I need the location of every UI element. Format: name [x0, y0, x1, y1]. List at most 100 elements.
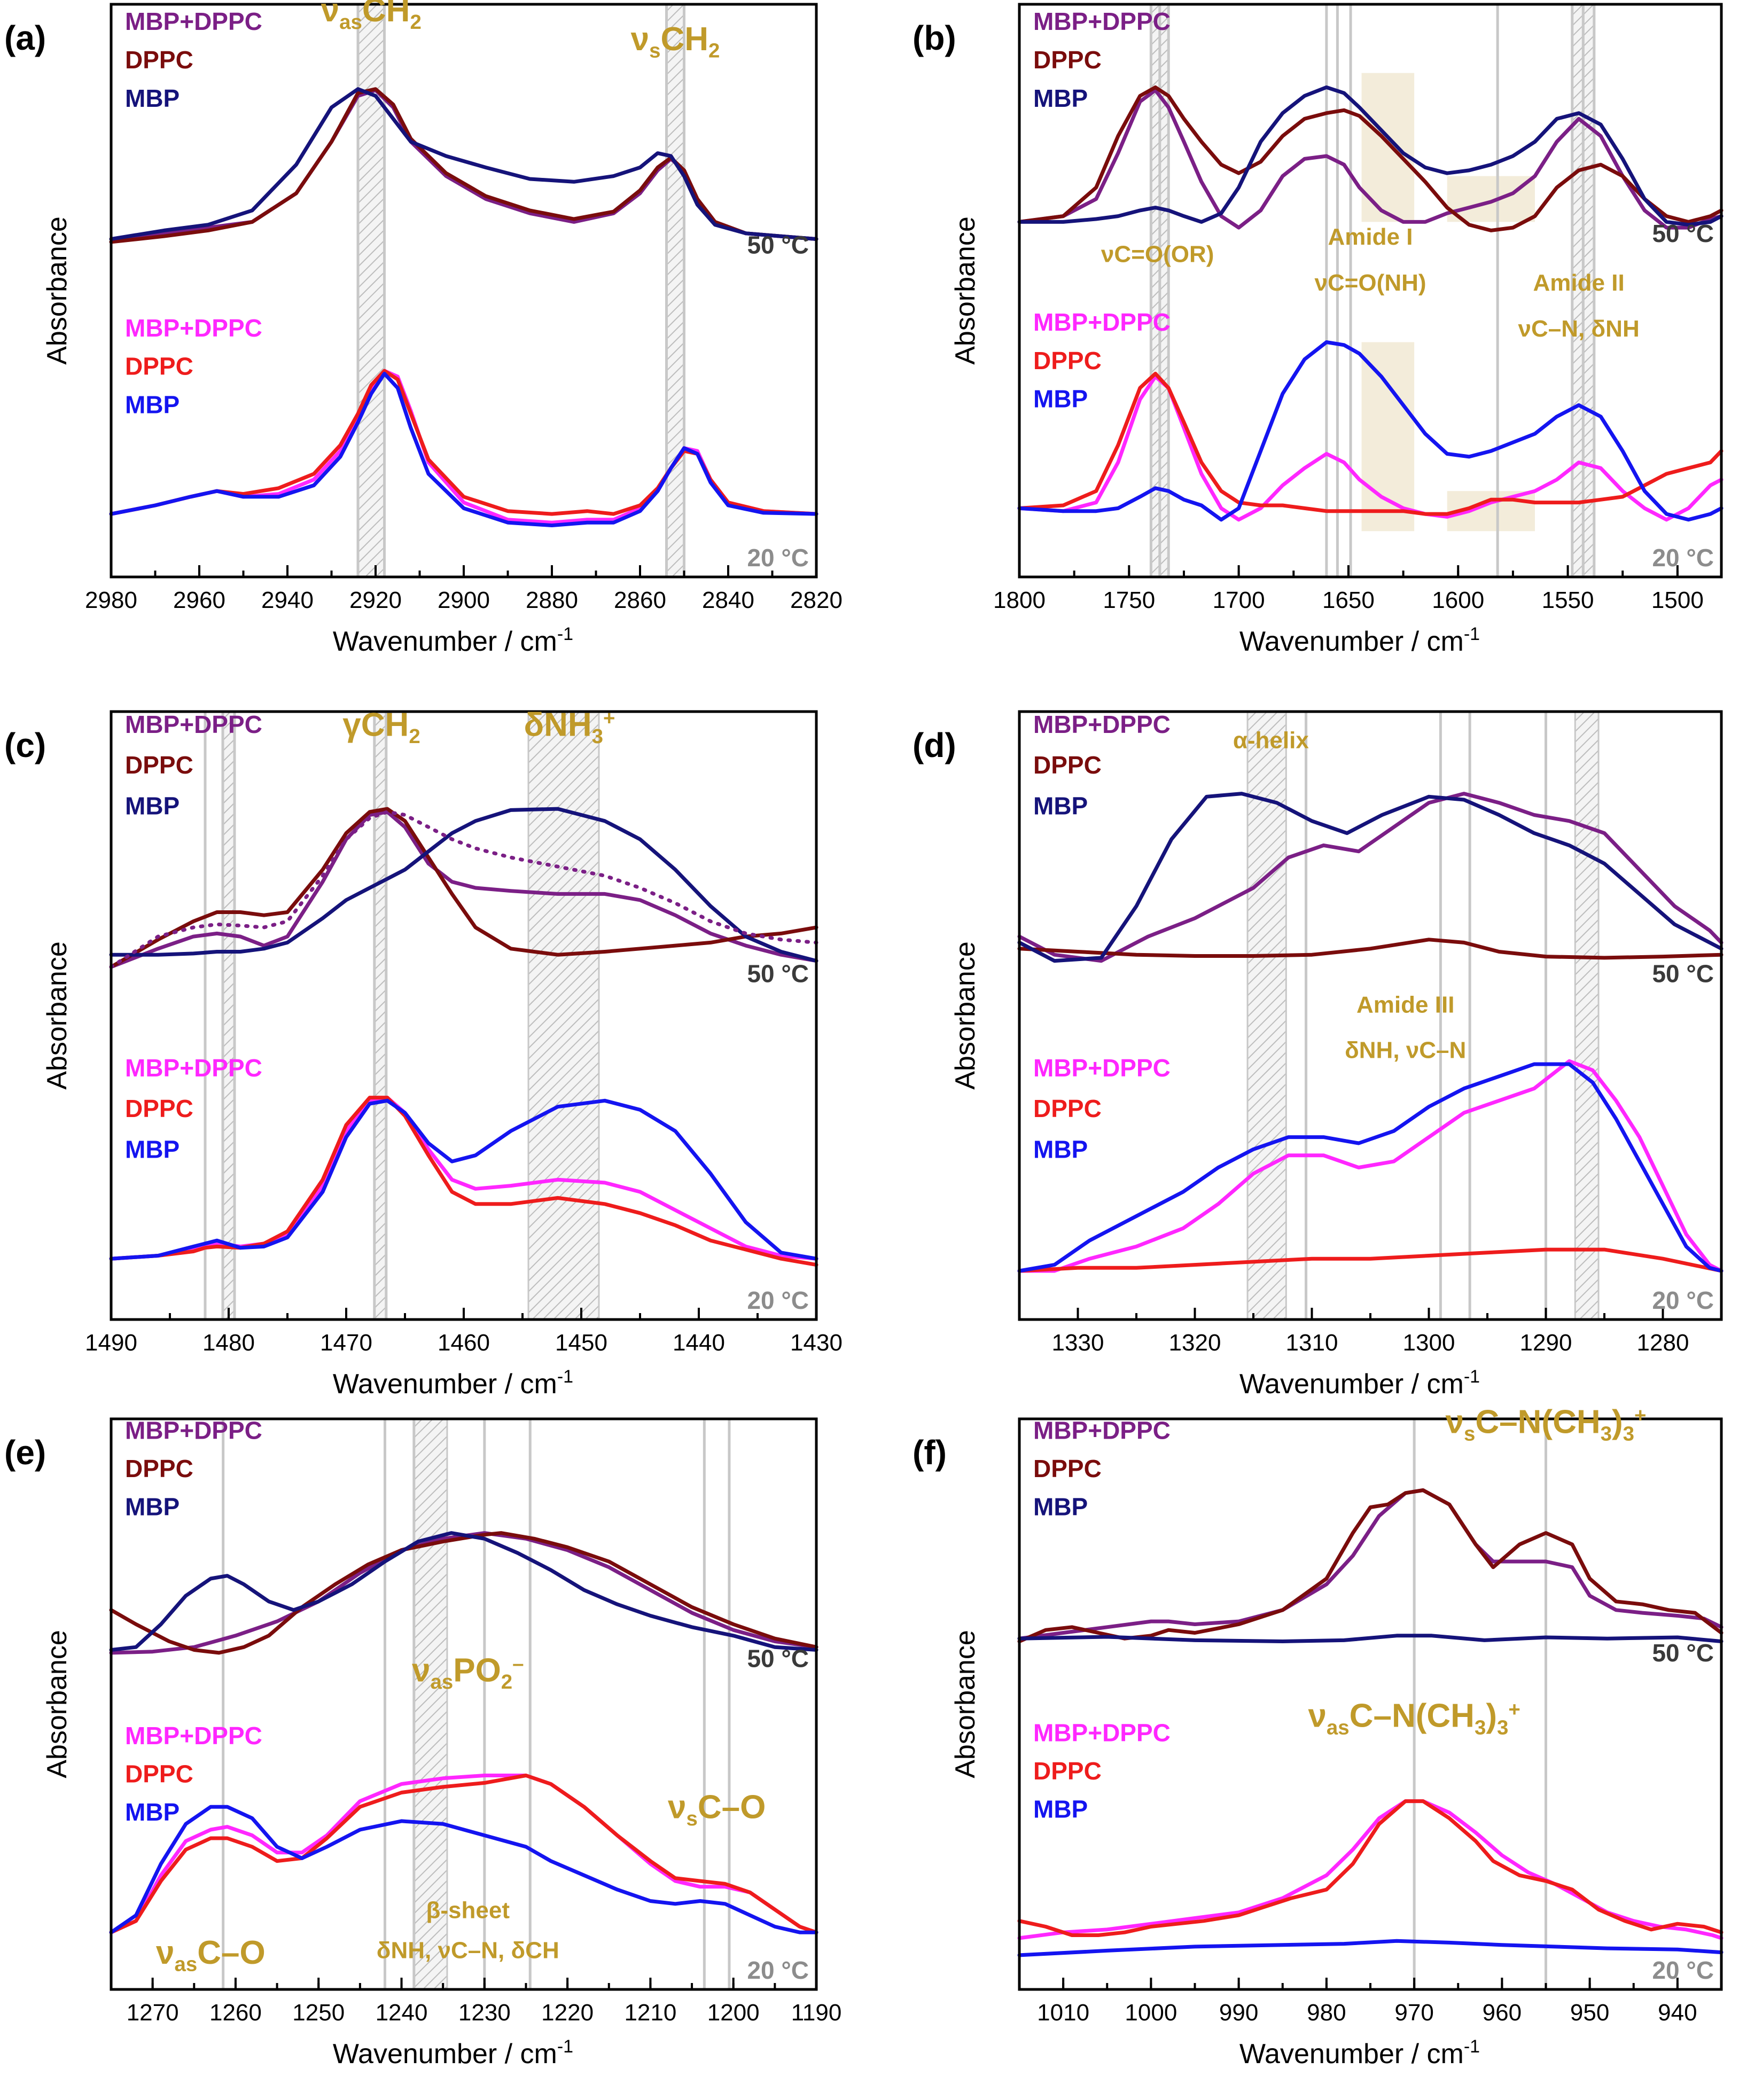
- x-tick-label: 1430: [790, 1330, 843, 1356]
- legend-50-entry: MBP: [1033, 1493, 1088, 1520]
- legend-50-entry: DPPC: [125, 751, 193, 779]
- annotation: Amide II: [1533, 270, 1624, 296]
- series-dppc-20: [1017, 1799, 1724, 1937]
- legend-20-entry: DPPC: [125, 1760, 193, 1787]
- x-tick-label: 1190: [791, 2000, 842, 2026]
- annotation: νasC–O: [156, 1934, 266, 1976]
- x-tick-label: 1000: [1125, 2000, 1177, 2026]
- x-tick-label: 1280: [1637, 1330, 1689, 1356]
- x-tick-label: 2900: [438, 587, 490, 613]
- annotation: Amide III: [1356, 992, 1454, 1018]
- x-tick-label: 1300: [1403, 1330, 1455, 1356]
- x-tick-label: 1650: [1322, 587, 1375, 613]
- y-axis-label: Absorbance: [950, 941, 981, 1090]
- series-dppc-20: [109, 1774, 818, 1934]
- legend-50-entry: MBP+DPPC: [125, 7, 262, 35]
- panel-f: 1010 1000 990 980 970 960 950 940 Wavenumber / c…: [913, 1404, 1724, 2070]
- annotation: νasPO2–: [412, 1652, 524, 1693]
- x-tick-label: 1330: [1052, 1330, 1104, 1356]
- series-dppc-20: [1017, 371, 1724, 516]
- x-tick-label: 1800: [993, 587, 1046, 613]
- series-mbp-dppc-50: [1017, 1488, 1724, 1641]
- annotation: νasCH2: [321, 0, 422, 34]
- panel-label: (e): [4, 1433, 46, 1472]
- legend-50-entry: MBP+DPPC: [1033, 7, 1171, 35]
- x-tick-label: 970: [1394, 2000, 1433, 2026]
- series-mbp-20: [1017, 340, 1724, 522]
- legend-50-entry: MBP+DPPC: [125, 711, 262, 738]
- x-tick-label: 1750: [1103, 587, 1155, 613]
- annotation: Amide I: [1328, 224, 1413, 250]
- x-tick-label: 2980: [85, 587, 137, 613]
- annotation: νsC–O: [668, 1789, 766, 1831]
- plot-frame: [1018, 3, 1723, 579]
- x-tick-label: 1310: [1286, 1330, 1338, 1356]
- annotation: νC–N, δNH: [1518, 316, 1639, 342]
- x-tick-label: 1260: [209, 2000, 262, 2026]
- temp-label-50: 50 °C: [747, 959, 809, 987]
- series-mbp-20: [1017, 1939, 1724, 1957]
- legend-50-entry: DPPC: [125, 46, 193, 74]
- series-mbp-dppc-20: [109, 369, 818, 525]
- series-mbp-dppc-50: [109, 1531, 818, 1655]
- temp-label-20: 20 °C: [1652, 544, 1714, 572]
- legend-20-entry: MBP: [1033, 1135, 1088, 1163]
- series-dppc-20: [1017, 1247, 1724, 1273]
- legend-20-entry: MBP+DPPC: [1033, 308, 1171, 336]
- plot-frame: [110, 1417, 818, 1991]
- legend-50-entry: DPPC: [1033, 46, 1102, 74]
- temp-label-20: 20 °C: [747, 1956, 809, 1984]
- x-axis-label: Wavenumber / cm-1: [333, 1367, 573, 1400]
- temp-label-50: 50 °C: [1652, 1639, 1714, 1667]
- annotation: β-sheet: [426, 1898, 510, 1924]
- x-tick-label: 2960: [173, 587, 225, 613]
- shaded-region: [1361, 342, 1415, 532]
- panel-c: 1490 1480 1470 1460 1450 1440 1430 Wavenumber /…: [4, 707, 843, 1400]
- legend-20-entry: MBP: [1033, 1795, 1088, 1823]
- x-axis-label: Wavenumber / cm-1: [1239, 624, 1480, 657]
- legend-20-entry: DPPC: [1033, 347, 1102, 374]
- series-dppc-50: [1017, 1488, 1724, 1643]
- legend-20-entry: DPPC: [125, 1095, 193, 1122]
- legend-50-entry: MBP+DPPC: [1033, 1416, 1171, 1444]
- series-mbp-20: [109, 371, 818, 527]
- legend-20-entry: DPPC: [1033, 1757, 1102, 1785]
- annotation: νasC–N(CH3)3+: [1308, 1698, 1520, 1739]
- x-tick-label: 2840: [702, 587, 754, 613]
- temp-label-20: 20 °C: [747, 1286, 809, 1314]
- x-tick-label: 2860: [614, 587, 666, 613]
- temp-label-50: 50 °C: [747, 1645, 809, 1673]
- temp-label-20: 20 °C: [747, 544, 809, 572]
- legend-20-entry: MBP+DPPC: [125, 1054, 262, 1082]
- shaded-region: [1447, 176, 1535, 222]
- series-mbp-dppc-50: [1017, 792, 1724, 963]
- series-mbp-dppc-20: [1017, 1799, 1724, 1940]
- series-mbp-50: [109, 1531, 818, 1652]
- x-tick-label: 1550: [1542, 587, 1594, 613]
- temp-label-50: 50 °C: [1652, 220, 1714, 247]
- legend-50-entry: DPPC: [1033, 751, 1102, 779]
- hatched-band: [222, 711, 236, 1321]
- series-dppc-50: [109, 807, 818, 969]
- legend-50-entry: MBP: [125, 84, 180, 112]
- x-axis-label: Wavenumber / cm-1: [333, 2036, 573, 2070]
- annotation: νsCH2: [631, 21, 720, 63]
- x-tick-label: 1450: [555, 1330, 607, 1356]
- series-mbp-50: [109, 807, 818, 963]
- x-tick-label: 1230: [458, 2000, 511, 2026]
- x-tick-label: 1500: [1651, 587, 1704, 613]
- y-axis-label: Absorbance: [42, 1630, 73, 1778]
- x-tick-label: 1470: [320, 1330, 372, 1356]
- temp-label-50: 50 °C: [1652, 959, 1714, 987]
- series-mbp-50: [109, 87, 818, 241]
- x-tick-label: 2920: [349, 587, 402, 613]
- temp-label-50: 50 °C: [747, 231, 809, 259]
- x-tick-label: 1210: [624, 2000, 676, 2026]
- x-tick-label: 950: [1570, 2000, 1609, 2026]
- legend-20-entry: MBP: [125, 1135, 180, 1163]
- x-tick-label: 990: [1219, 2000, 1258, 2026]
- x-tick-label: 960: [1483, 2000, 1522, 2026]
- panel-b: 1800 1750 1700 1650 1600 1550 1500 Wavenumber /…: [913, 3, 1724, 657]
- legend-50-entry: MBP+DPPC: [1033, 711, 1171, 738]
